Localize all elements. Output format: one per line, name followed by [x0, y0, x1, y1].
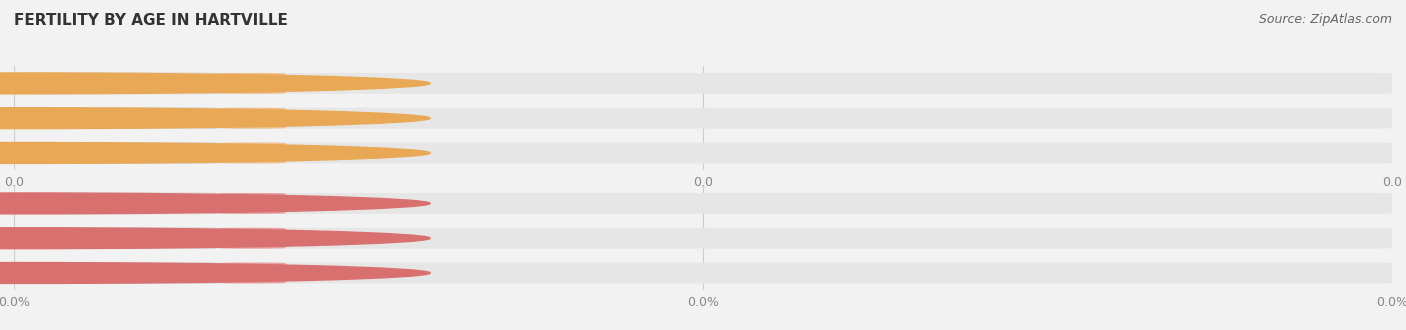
FancyBboxPatch shape	[14, 193, 1392, 214]
FancyBboxPatch shape	[17, 108, 217, 129]
Text: Source: ZipAtlas.com: Source: ZipAtlas.com	[1258, 13, 1392, 26]
Circle shape	[0, 228, 430, 248]
Text: 0.0%: 0.0%	[238, 268, 267, 278]
FancyBboxPatch shape	[14, 108, 1392, 129]
Text: 35 to 50 years: 35 to 50 years	[80, 147, 170, 159]
Circle shape	[0, 263, 430, 283]
FancyBboxPatch shape	[14, 143, 1392, 163]
Text: 0.0%: 0.0%	[238, 233, 267, 243]
FancyBboxPatch shape	[219, 73, 285, 94]
Circle shape	[0, 73, 430, 94]
Text: 20 to 34 years: 20 to 34 years	[80, 112, 170, 125]
FancyBboxPatch shape	[14, 228, 1392, 248]
Text: 15 to 19 years: 15 to 19 years	[80, 77, 170, 90]
FancyBboxPatch shape	[14, 263, 1392, 283]
FancyBboxPatch shape	[219, 108, 285, 129]
FancyBboxPatch shape	[219, 263, 285, 283]
Text: 0.0: 0.0	[243, 79, 262, 88]
Text: 20 to 34 years: 20 to 34 years	[80, 232, 170, 245]
Text: 0.0: 0.0	[243, 113, 262, 123]
FancyBboxPatch shape	[17, 193, 217, 214]
FancyBboxPatch shape	[17, 73, 217, 94]
Text: 0.0: 0.0	[243, 148, 262, 158]
FancyBboxPatch shape	[219, 143, 285, 163]
FancyBboxPatch shape	[219, 193, 285, 214]
Circle shape	[0, 108, 430, 129]
Text: 0.0%: 0.0%	[238, 198, 267, 209]
Text: 35 to 50 years: 35 to 50 years	[80, 267, 170, 280]
Circle shape	[0, 143, 430, 163]
FancyBboxPatch shape	[17, 228, 217, 248]
Circle shape	[0, 193, 430, 214]
FancyBboxPatch shape	[219, 228, 285, 248]
FancyBboxPatch shape	[14, 73, 1392, 94]
FancyBboxPatch shape	[17, 263, 217, 283]
Text: FERTILITY BY AGE IN HARTVILLE: FERTILITY BY AGE IN HARTVILLE	[14, 13, 288, 28]
FancyBboxPatch shape	[17, 143, 217, 163]
Text: 15 to 19 years: 15 to 19 years	[80, 197, 170, 210]
